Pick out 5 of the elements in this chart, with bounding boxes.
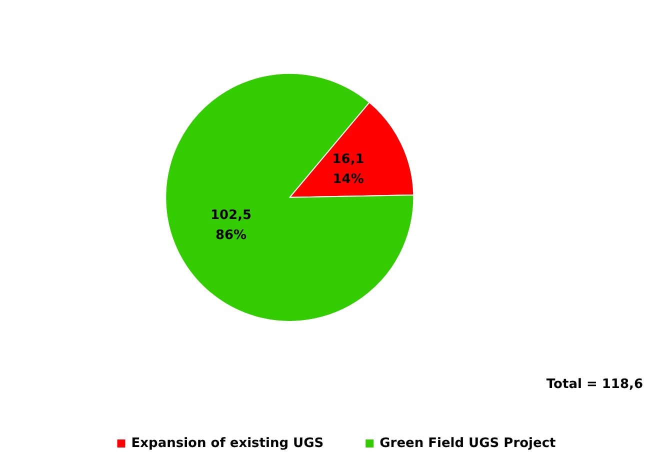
data-label: 102,5 86% [210, 208, 252, 243]
legend-label: Expansion of existing UGS [131, 436, 324, 451]
text: Total = 118,6 [546, 377, 644, 392]
data-label: 16,1 14% [332, 152, 364, 187]
legend-label: Green Field UGS Project [380, 436, 556, 451]
